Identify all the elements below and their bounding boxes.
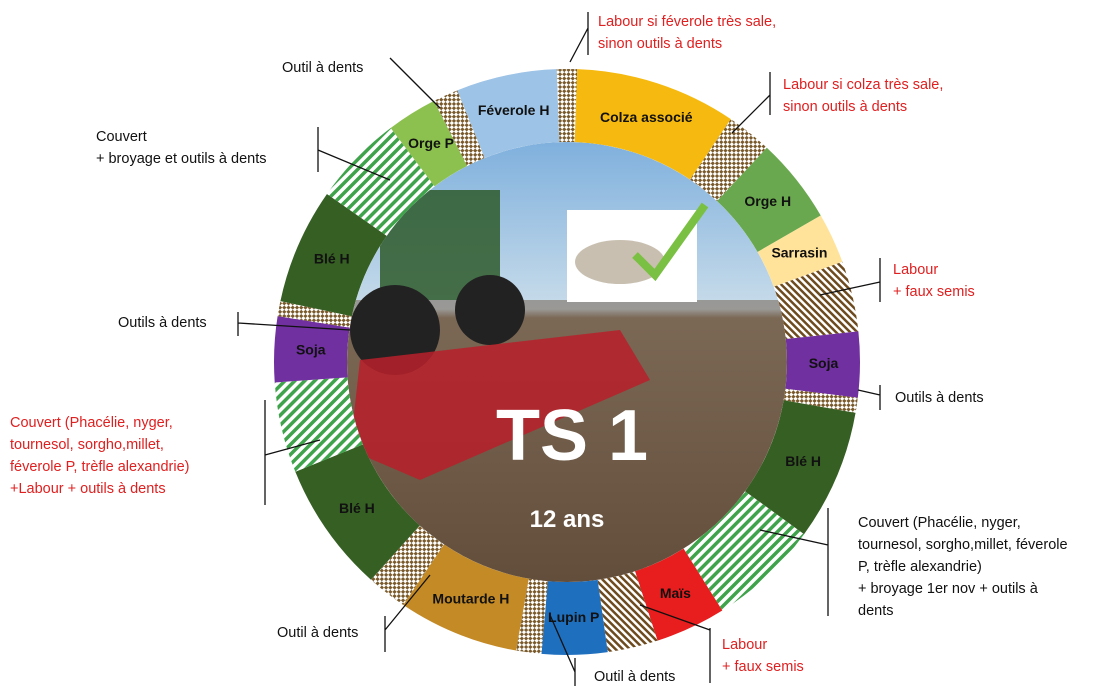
annotation-line: sinon outils à dents [783,99,907,115]
center-subtitle: 12 ans [530,506,605,533]
segment-label: Soja [809,355,839,371]
annotation-line: tournesol, sorgho,millet, [10,437,164,453]
annotation-line: Labour [722,637,767,653]
segment-label: Blé H [785,453,821,469]
annotation-line: Labour si féverole très sale, [598,14,776,30]
annotation-line: Couvert [96,129,147,145]
segment-label: Orge P [408,135,454,151]
annotation-line: féverole P, trèfle alexandrie) [10,459,189,475]
segment-label: Orge H [744,193,791,209]
annotation-line: Outil à dents [282,60,363,76]
rotation-diagram: Féverole H Colza associé Orge H Sarrasin Soj… [0,0,1118,686]
annotation-line: Couvert (Phacélie, nyger, [858,515,1021,531]
annotation-line: + faux semis [893,284,975,300]
segment-label: Maïs [660,585,691,601]
annotation-line: Outil à dents [594,669,675,685]
annotation-line: Outils à dents [895,390,984,406]
annotation-line: sinon outils à dents [598,36,722,52]
annotation-line: Labour si colza très sale, [783,77,943,93]
segment-label: Moutarde H [432,591,509,607]
segment-label: Féverole H [478,102,550,118]
ring-segment [557,69,577,142]
annotation-line: tournesol, sorgho,millet, féverole [858,537,1068,553]
center-title: TS 1 [496,396,648,476]
annotation-line: + faux semis [722,659,804,675]
annotation-line: Outil à dents [277,625,358,641]
annotation-line: Labour [893,262,938,278]
annotation-line: Outils à dents [118,315,207,331]
segment-label: Sarrasin [771,244,827,260]
annotation-line: +Labour + outils à dents [10,481,166,497]
segment-label: Soja [296,342,326,358]
annotation-line: + broyage 1er nov + outils à [858,581,1039,597]
annotation-line: P, trèfle alexandrie) [858,559,982,575]
segment-label: Blé H [339,500,375,516]
segment-label: Blé H [314,250,350,266]
segment-label: Lupin P [548,609,599,625]
annotation-line: dents [858,603,893,619]
segment-label: Colza associé [600,109,693,125]
annotation-line: Couvert (Phacélie, nyger, [10,415,173,431]
annotation-line: + broyage et outils à dents [96,151,267,167]
